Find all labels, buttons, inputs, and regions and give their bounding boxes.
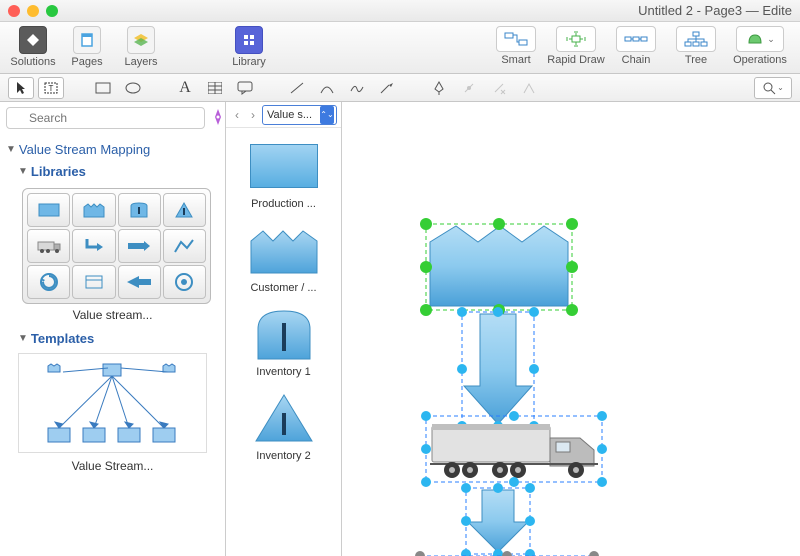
window-title: Untitled 2 - Page3 — Edite bbox=[638, 3, 792, 18]
label: Operations bbox=[733, 54, 787, 66]
label: Smart bbox=[501, 54, 530, 66]
rapid-draw-button[interactable]: Rapid Draw bbox=[546, 26, 606, 66]
solutions-button[interactable]: Solutions bbox=[6, 26, 60, 68]
tree-templates[interactable]: ▼Templates bbox=[4, 328, 221, 349]
pen-tool[interactable] bbox=[426, 77, 452, 99]
next-icon[interactable]: › bbox=[246, 108, 260, 122]
tree-libraries[interactable]: ▼Libraries bbox=[4, 161, 221, 182]
label: Library bbox=[232, 56, 266, 68]
search-input[interactable] bbox=[6, 107, 205, 129]
anchor-del-tool[interactable] bbox=[486, 77, 512, 99]
template-thumbnail[interactable] bbox=[18, 353, 207, 453]
label: Tree bbox=[685, 54, 707, 66]
solutions-panel: ▼Value Stream Mapping ▼Libraries bbox=[0, 102, 226, 556]
library-grid[interactable] bbox=[22, 188, 211, 304]
canvas[interactable] bbox=[342, 102, 800, 556]
template-caption: Value Stream... bbox=[4, 457, 221, 479]
library-button[interactable]: Library bbox=[222, 26, 276, 68]
label: Layers bbox=[124, 56, 157, 68]
chain-button[interactable]: Chain bbox=[606, 26, 666, 66]
search-tool[interactable]: ⌄ bbox=[754, 77, 792, 99]
ellipse-tool[interactable] bbox=[120, 77, 146, 99]
spline-tool[interactable] bbox=[344, 77, 370, 99]
traffic-lights bbox=[8, 5, 58, 17]
anchor-convert-tool[interactable] bbox=[516, 77, 542, 99]
svg-text:T: T bbox=[49, 84, 54, 93]
shape-toolbar: T A ⌄ bbox=[0, 74, 800, 102]
shapes-panel: ‹ › Value s... Production ... Customer /… bbox=[226, 102, 342, 556]
text-tool[interactable]: A bbox=[172, 77, 198, 99]
close-icon[interactable] bbox=[8, 5, 20, 17]
library-caption: Value stream... bbox=[4, 306, 221, 328]
pointer-tool[interactable] bbox=[8, 77, 34, 99]
layers-button[interactable]: Layers bbox=[114, 26, 168, 68]
shape-inventory2[interactable]: Inventory 2 bbox=[226, 386, 341, 470]
label: Solutions bbox=[10, 56, 55, 68]
smart-button[interactable]: Smart bbox=[486, 26, 546, 66]
tree-root[interactable]: ▼Value Stream Mapping bbox=[4, 138, 221, 161]
maximize-icon[interactable] bbox=[46, 5, 58, 17]
titlebar: Untitled 2 - Page3 — Edite bbox=[0, 0, 800, 22]
pages-button[interactable]: Pages bbox=[60, 26, 114, 68]
toolbar: Solutions Pages Layers Library Smart bbox=[0, 22, 800, 74]
compass-icon[interactable] bbox=[209, 108, 226, 128]
shape-inventory1[interactable]: Inventory 1 bbox=[226, 302, 341, 386]
rect-tool[interactable] bbox=[90, 77, 116, 99]
text-box-tool[interactable]: T bbox=[38, 77, 64, 99]
connector-tool[interactable] bbox=[374, 77, 400, 99]
prev-icon[interactable]: ‹ bbox=[230, 108, 244, 122]
table-tool[interactable] bbox=[202, 77, 228, 99]
tree-button[interactable]: Tree bbox=[666, 26, 726, 66]
arc-tool[interactable] bbox=[314, 77, 340, 99]
shape-production[interactable]: Production ... bbox=[226, 134, 341, 218]
anchor-add-tool[interactable] bbox=[456, 77, 482, 99]
label: Pages bbox=[71, 56, 102, 68]
operations-button[interactable]: ⌄ Operations bbox=[726, 26, 794, 66]
label: Rapid Draw bbox=[547, 54, 604, 66]
line-tool[interactable] bbox=[284, 77, 310, 99]
shape-dropdown[interactable]: Value s... bbox=[262, 105, 337, 125]
shape-customer[interactable]: Customer / ... bbox=[226, 218, 341, 302]
label: Chain bbox=[622, 54, 651, 66]
minimize-icon[interactable] bbox=[27, 5, 39, 17]
callout-tool[interactable] bbox=[232, 77, 258, 99]
